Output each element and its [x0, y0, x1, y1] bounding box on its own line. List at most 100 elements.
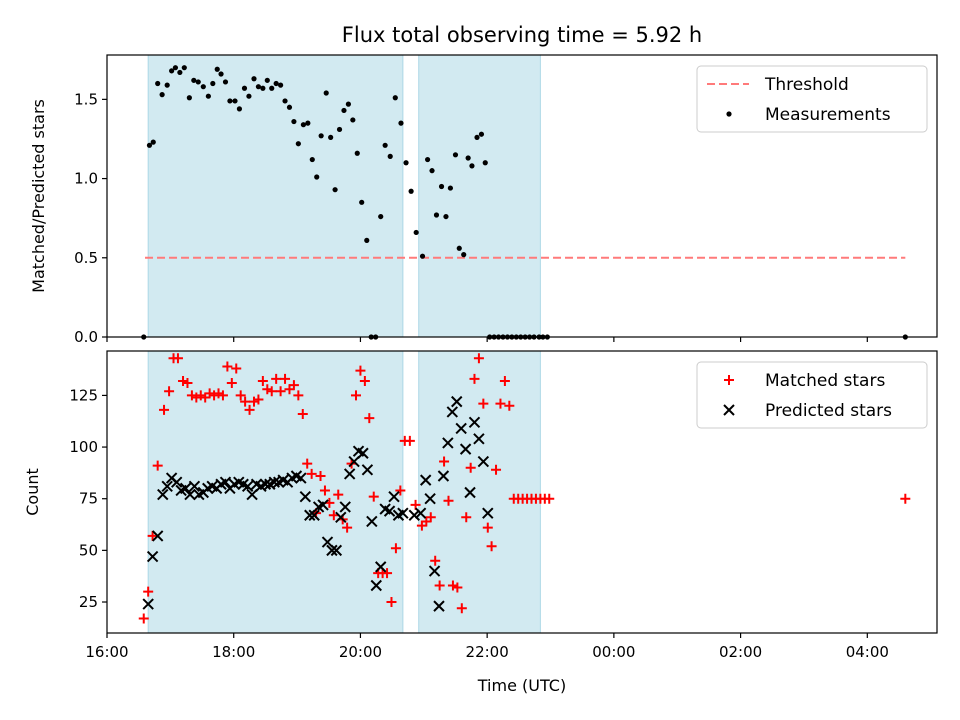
- legend-label: Predicted stars: [765, 401, 892, 421]
- matched-stars-point: [447, 580, 458, 591]
- matched-stars-point: [253, 394, 264, 405]
- predicted-stars-point: [477, 455, 490, 468]
- matched-stars-point: [302, 458, 313, 469]
- measurement-point: [305, 120, 311, 126]
- matched-stars-point: [159, 404, 170, 415]
- matched-stars-point: [328, 510, 339, 521]
- measurement-point: [169, 68, 175, 74]
- measurement-point: [181, 65, 187, 71]
- measurement-point: [469, 163, 475, 169]
- measurement-point: [269, 85, 275, 91]
- measurement-point: [191, 77, 197, 83]
- measurement-point: [172, 65, 179, 71]
- matched-stars-point: [355, 365, 366, 376]
- y-tick-label: 0.5: [74, 249, 98, 267]
- measurement-point: [350, 117, 356, 123]
- predicted-stars-point: [473, 433, 485, 445]
- measurement-point: [218, 71, 224, 77]
- y-tick-label: 1.5: [74, 90, 98, 108]
- legend-label: Threshold: [764, 75, 849, 95]
- measurement-point: [214, 66, 220, 72]
- predicted-stars-point: [451, 395, 463, 408]
- matched-stars-point: [439, 456, 450, 467]
- observing-interval-1: [418, 54, 541, 338]
- measurement-point: [159, 92, 165, 98]
- top-panel-ratio-plot: 0.0 0.5 1.0 1.5 Matched/Predicted stars Thres…: [29, 54, 938, 346]
- measurement-point: [345, 101, 351, 107]
- matched-stars-point: [425, 512, 436, 523]
- measurement-point: [241, 85, 248, 91]
- measurement-point: [314, 174, 320, 180]
- predicted-stars-point: [428, 565, 441, 577]
- measurement-point: [413, 229, 419, 236]
- measurement-point: [300, 122, 307, 128]
- predicted-stars-point: [304, 509, 316, 521]
- measurement-point: [210, 80, 216, 87]
- measurement-point: [382, 142, 388, 148]
- matched-stars-point: [443, 495, 454, 506]
- legend: Matched stars Predicted stars: [696, 361, 928, 429]
- matched-stars-point: [364, 413, 375, 424]
- matched-stars-point: [213, 388, 224, 399]
- x-axis-label: Time (UTC): [477, 676, 566, 695]
- measurement-point: [336, 126, 343, 133]
- matched-stars-point: [306, 468, 317, 479]
- matched-stars-point: [386, 597, 397, 608]
- measurement-point: [323, 90, 329, 96]
- measurement-point: [227, 98, 233, 104]
- measurement-point: [443, 213, 449, 220]
- matched-stars-point: [461, 512, 472, 523]
- matched-stars-point: [280, 373, 291, 384]
- measurement-point: [164, 82, 170, 88]
- predicted-stars-point: [442, 437, 454, 449]
- matched-stars-point: [478, 398, 489, 409]
- predicted-stars-point: [366, 515, 378, 528]
- chart-title: Flux total observing time = 5.92 h: [342, 23, 702, 47]
- predicted-stars-point: [295, 472, 307, 484]
- predicted-stars-point: [259, 478, 272, 490]
- x-tick-label: 20:00: [339, 643, 382, 661]
- observing-interval-0: [147, 54, 404, 338]
- measurement-point: [291, 118, 297, 125]
- measurement-point: [438, 183, 445, 190]
- legend-predicted-swatch: [723, 404, 735, 416]
- matched-stars-point: [244, 404, 255, 415]
- predicted-stars-point: [464, 486, 476, 499]
- predicted-stars-point: [414, 507, 427, 519]
- predicted-stars-point: [179, 482, 192, 495]
- measurement-point: [309, 156, 315, 163]
- measurement-point: [461, 252, 467, 258]
- matched-stars-point: [544, 493, 555, 504]
- observing-interval-0: [147, 350, 404, 634]
- measurement-point: [236, 106, 243, 112]
- matched-stars-point: [368, 491, 379, 502]
- predicted-stars-point: [321, 536, 334, 548]
- predicted-stars-point: [383, 505, 396, 517]
- measurement-point: [222, 79, 229, 85]
- y-tick-label: 0.0: [74, 328, 98, 346]
- measurement-point: [146, 142, 153, 148]
- predicted-stars-point: [433, 600, 445, 612]
- matched-stars-point: [226, 378, 237, 389]
- matched-stars-point: [482, 522, 493, 533]
- measurement-point: [295, 141, 301, 147]
- predicted-stars-point: [348, 455, 360, 468]
- measurement-point: [286, 104, 293, 110]
- predicted-stars-point: [335, 511, 347, 524]
- measurement-point: [478, 131, 485, 137]
- legend-label: Measurements: [765, 105, 891, 125]
- legend-matched-swatch: [724, 375, 734, 385]
- measurement-point: [354, 150, 360, 156]
- legend-box: [696, 361, 928, 429]
- predicted-stars-point: [370, 579, 382, 592]
- matched-stars-point: [191, 392, 202, 403]
- y-axis-label: Matched/Predicted stars: [29, 99, 48, 293]
- matched-stars-point: [266, 386, 277, 397]
- matched-stars-point: [164, 386, 175, 397]
- legend-box: [696, 65, 928, 133]
- predicted-stars-point: [459, 443, 472, 455]
- matched-stars-point: [231, 363, 242, 374]
- predicted-stars-point: [408, 509, 420, 521]
- predicted-stars-point: [343, 468, 356, 480]
- matched-stars-point: [222, 361, 233, 372]
